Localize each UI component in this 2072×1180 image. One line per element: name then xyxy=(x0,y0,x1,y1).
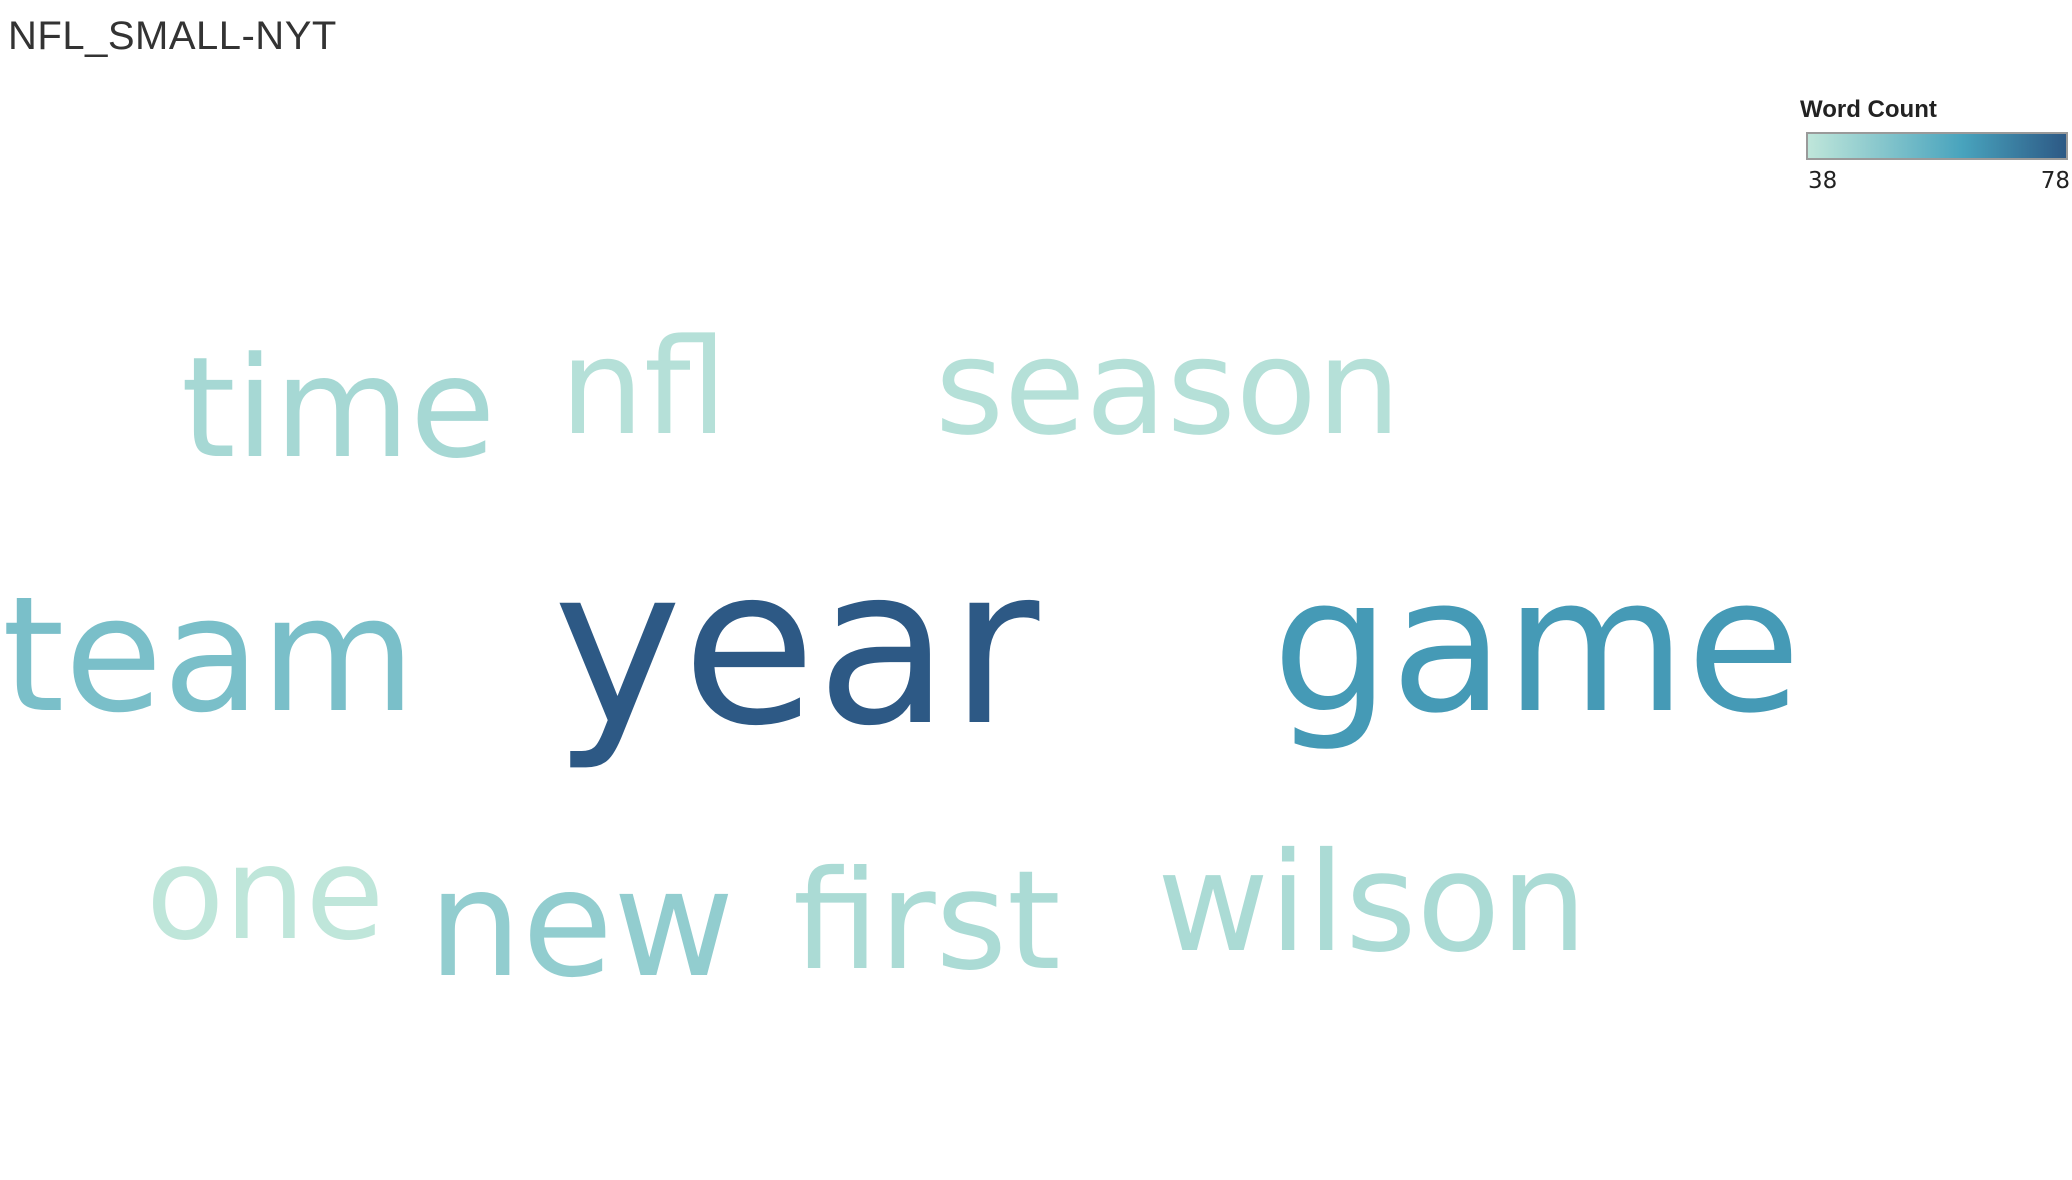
page-title: NFL_SMALL-NYT xyxy=(8,14,337,58)
word-nfl: nfl xyxy=(560,311,727,465)
word-year: year xyxy=(553,521,1040,774)
word-one: one xyxy=(146,820,384,969)
color-legend: Word Count 38 78 xyxy=(1800,96,2070,206)
word-first: first xyxy=(793,842,1061,1001)
word-game: game xyxy=(1272,537,1801,754)
word-new: new xyxy=(428,837,734,1010)
word-team: team xyxy=(2,562,416,748)
word-season: season xyxy=(935,311,1401,465)
legend-min-label: 38 xyxy=(1808,168,1838,194)
legend-title: Word Count xyxy=(1800,96,1937,123)
word-time: time xyxy=(181,327,496,489)
word-wilson: wilson xyxy=(1157,824,1587,983)
legend-gradient-bar xyxy=(1806,132,2068,160)
legend-max-label: 78 xyxy=(2040,168,2070,194)
